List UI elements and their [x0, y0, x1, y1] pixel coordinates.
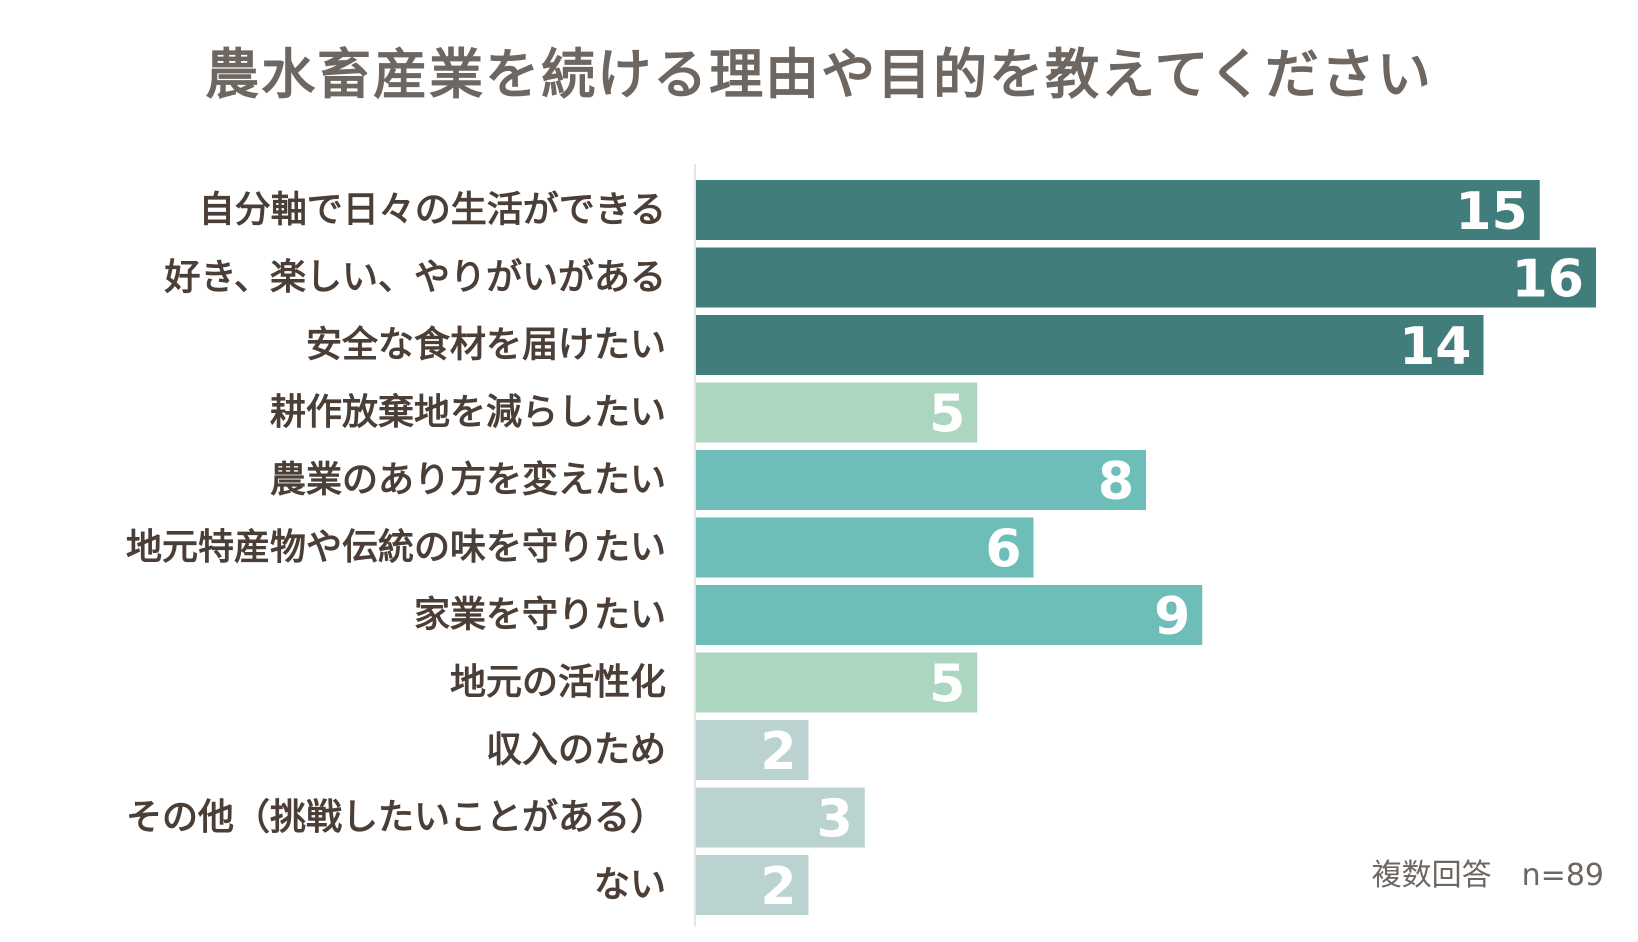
category-label: ない — [594, 865, 666, 906]
bar — [696, 315, 1484, 375]
bar — [696, 450, 1146, 510]
bar — [696, 585, 1203, 645]
category-label: 地元の活性化 — [450, 662, 666, 703]
bar — [696, 517, 1034, 578]
value-labels: 15 16 14 5 8 6 9 5 232 — [760, 182, 1584, 917]
bar — [696, 720, 809, 780]
category-label: 地元特産物や伝統の味を守りたい — [126, 527, 666, 568]
category-label: 収入のため — [486, 730, 666, 771]
category-label: その他（挑戦したいことがある） — [126, 797, 666, 838]
value-label: 2 — [760, 722, 796, 782]
bars — [696, 180, 1596, 915]
value-label: 3 — [817, 790, 853, 850]
category-label: 安全な食材を届けたい — [306, 324, 666, 366]
value-label: 5 — [929, 655, 965, 715]
bar — [696, 787, 865, 848]
category-label: 家業を守りたい — [414, 595, 666, 636]
category-label: 耕作放棄地を減らしたい — [270, 392, 666, 433]
category-label: 自分軸で日々の生活ができる — [199, 190, 666, 231]
category-label: 好き、楽しい、やりがいがある — [164, 257, 666, 298]
value-label: 5 — [929, 385, 965, 445]
bar — [696, 652, 978, 713]
value-label: 8 — [1098, 452, 1134, 512]
bar — [696, 382, 978, 443]
value-label: 14 — [1399, 317, 1471, 377]
value-label: 9 — [1154, 587, 1190, 647]
value-label: 16 — [1512, 250, 1584, 310]
value-label: 15 — [1455, 182, 1527, 242]
category-label: 農業のあり方を変えたい — [270, 459, 666, 501]
bar — [696, 247, 1596, 308]
bar — [696, 855, 809, 915]
bar — [696, 180, 1540, 240]
value-label: 2 — [760, 857, 796, 917]
category-labels: 自分軸で日々の生活ができる好き、楽しい、やりがいがある安全な食材を届けたい耕作放… — [126, 190, 666, 906]
chart-title: 農水畜産業を続ける理由や目的を教えてください — [205, 43, 1433, 106]
value-label: 6 — [985, 520, 1021, 580]
sample-size-note: 複数回答 n=89 — [1371, 858, 1604, 893]
